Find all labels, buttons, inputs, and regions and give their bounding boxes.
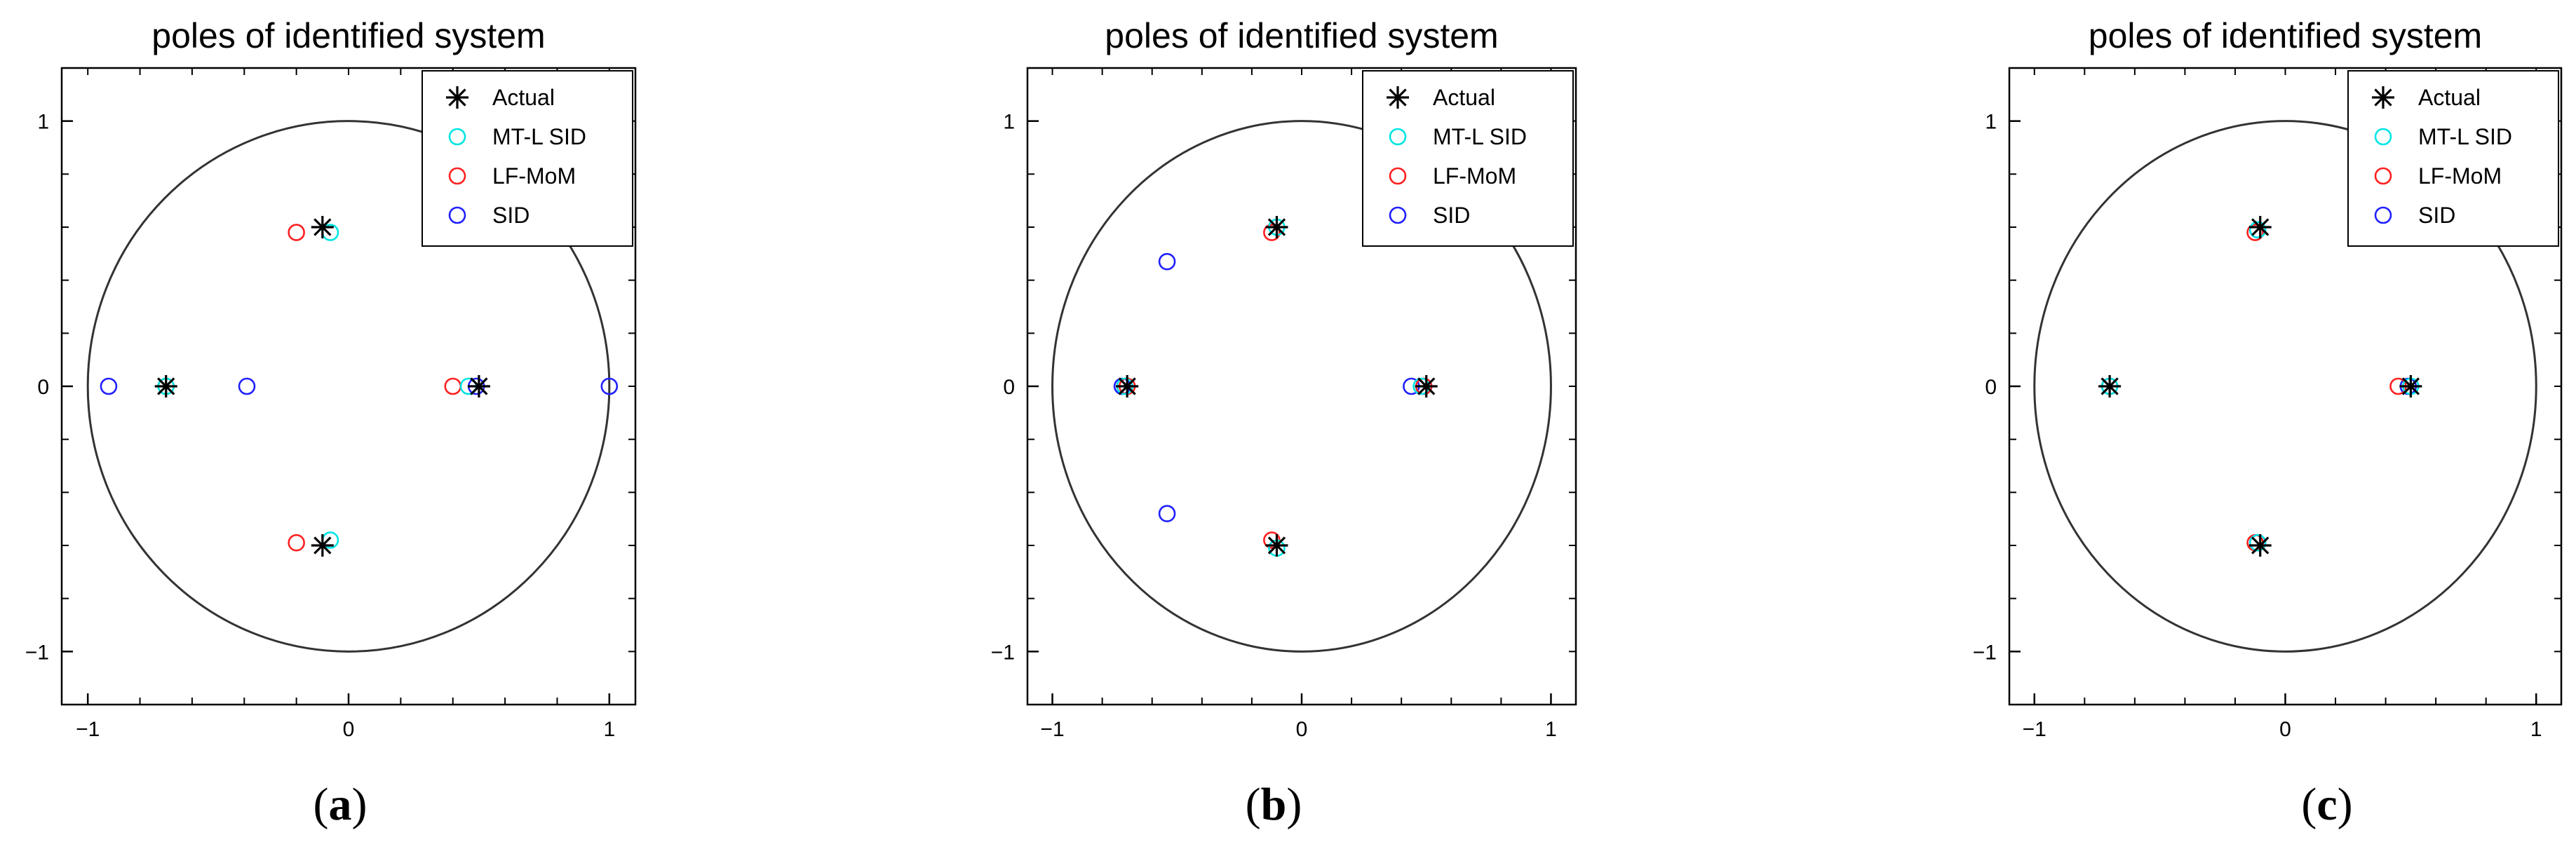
marker-sid [1158,252,1176,271]
x-tick-label: 0 [1296,718,1308,741]
marker-sid [238,377,256,395]
legend-marker [1389,128,1407,146]
x-tick-label: 0 [2279,718,2291,741]
x-tick-label: −1 [2023,718,2046,741]
legend-label: MT-L SID [1433,124,1527,149]
legend-label: SID [2418,203,2455,228]
legend-label: LF-MoM [1433,163,1516,189]
pole-plot-b: poles of identified system −1 0 1 −1 0 1 Actual… [991,16,1577,741]
legend-label: LF-MoM [492,163,576,189]
marker-actual [467,375,490,398]
marker-lf-mom [1263,224,1281,241]
chart-title: poles of identified system [2089,16,2482,55]
caption-c: (c) [2301,779,2353,830]
y-tick-label: −1 [1973,641,1997,664]
legend-label: SID [492,203,530,228]
chart-panel-b: poles of identified system −1 0 1 −1 0 1 Actual… [858,0,1717,856]
legend-marker-actual [446,86,468,109]
marker-actual [1265,216,1288,238]
legend: Actual MT-L SID LF-MoM SID [1362,70,1574,247]
legend-label: MT-L SID [492,124,586,149]
chart-title: poles of identified system [151,16,545,55]
caption-a: (a) [313,779,367,830]
marker-lf-mom [444,377,462,395]
unit-circle [86,120,611,653]
y-tick-label: 1 [1985,111,1997,134]
marker-mt-l-sid [2248,534,2267,552]
pole-plot-a: poles of identified system −1 0 1 −1 0 1 Actual… [25,16,637,741]
chart-panel-c: poles of identified system −1 0 1 −1 0 1 Actual… [1717,0,2575,856]
legend-marker [448,167,466,185]
marker-lf-mom [288,224,305,241]
marker-sid [100,377,118,395]
x-tick-label: 1 [1545,718,1557,741]
caption-letter-b: b [1260,779,1287,830]
legend-marker-actual [2372,86,2394,109]
y-tick-label: 1 [1003,111,1015,134]
legend-marker [1389,167,1407,185]
legend-marker [1389,206,1407,224]
legend-label: MT-L SID [2418,124,2512,149]
marker-lf-mom [2246,224,2264,241]
marker-lf-mom [288,534,305,552]
marker-actual [311,534,334,557]
marker-actual [311,216,334,238]
legend-marker [2374,128,2392,146]
legend-label: Actual [492,85,555,110]
y-tick-label: −1 [25,641,49,664]
x-tick-label: 0 [343,718,355,741]
marker-actual [154,375,177,398]
marker-actual [2399,375,2422,398]
unit-circle [1051,120,1552,653]
y-tick-label: −1 [991,641,1015,664]
pole-plot-c: poles of identified system −1 0 1 −1 0 1 Actual… [1973,16,2563,741]
x-tick-label: 1 [2530,718,2542,741]
legend-marker [2374,167,2392,185]
legend-label: Actual [1433,85,1495,110]
chart-panel-a: poles of identified system −1 0 1 −1 0 1 Actual… [0,0,858,856]
marker-sid [600,377,619,395]
marker-mt-l-sid [2248,221,2267,239]
x-tick-label: −1 [76,718,100,741]
x-tick-label: 1 [603,718,615,741]
chart-title: poles of identified system [1105,16,1498,55]
marker-actual [1415,375,1438,398]
legend-marker-actual [1387,86,1409,109]
marker-sid [1158,505,1176,522]
legend-label: SID [1433,203,1470,228]
marker-actual [1116,375,1139,398]
legend: Actual MT-L SID LF-MoM SID [2347,70,2559,247]
legend-marker [448,206,466,224]
legend-marker [448,128,466,146]
y-tick-label: 0 [1003,376,1015,399]
legend: Actual MT-L SID LF-MoM SID [422,70,633,247]
y-tick-label: 1 [37,111,49,134]
y-tick-label: 0 [37,376,49,399]
legend-label: Actual [2418,85,2481,110]
marker-actual [2248,216,2272,238]
legend-label: LF-MoM [2418,163,2502,189]
legend-marker [2374,206,2392,224]
marker-actual [2098,375,2122,398]
marker-actual [2248,534,2272,557]
caption-letter-a: a [328,779,352,830]
y-tick-label: 0 [1985,376,1997,399]
unit-circle [2033,120,2537,653]
caption-letter-c: c [2317,779,2338,830]
marker-actual [1265,534,1288,557]
x-tick-label: −1 [1040,718,1064,741]
caption-b: (b) [1245,779,1302,830]
